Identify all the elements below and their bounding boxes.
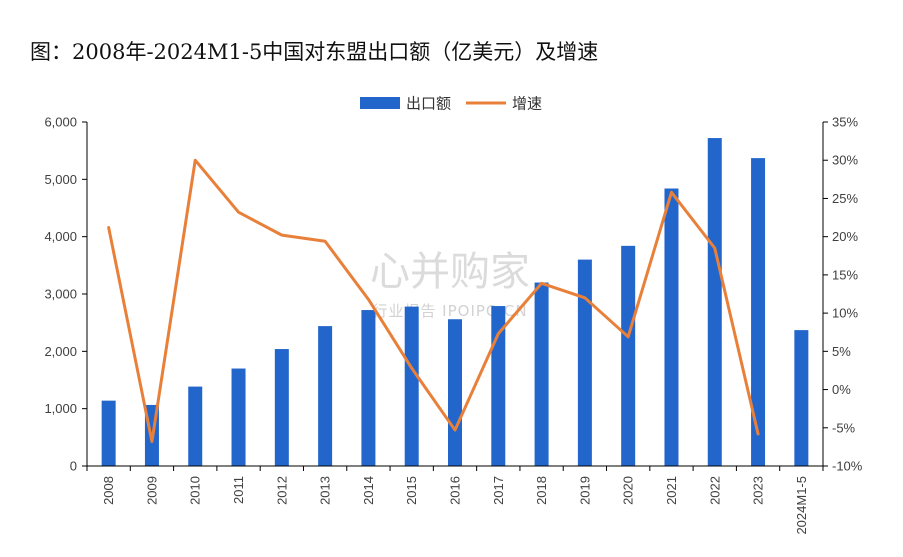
y-right-tick-label: 0% xyxy=(832,382,851,397)
x-tick-label: 2008 xyxy=(101,476,116,505)
x-tick-label: 2020 xyxy=(621,476,636,505)
watermark-main: 心并购家 xyxy=(370,249,530,295)
y-right-tick-label: 10% xyxy=(832,306,858,321)
bar-2018 xyxy=(534,282,549,466)
y-right-tick-label: -5% xyxy=(832,420,856,435)
x-tick-label: 2010 xyxy=(188,476,203,505)
y-right-tick-label: 20% xyxy=(832,229,858,244)
line-series xyxy=(107,158,760,444)
x-tick-label: 2013 xyxy=(318,476,333,505)
bar-2021 xyxy=(664,188,679,467)
bar-2019 xyxy=(577,259,592,466)
x-tick-label: 2023 xyxy=(751,476,766,505)
x-tick-label: 2024M1-5 xyxy=(794,476,809,535)
x-tick-label: 2022 xyxy=(707,476,722,505)
bar-2016 xyxy=(448,319,462,466)
x-tick-label: 2019 xyxy=(577,476,592,505)
bar-2017 xyxy=(491,306,506,466)
bar-2008 xyxy=(101,400,116,466)
y-left-tick-label: 6,000 xyxy=(44,115,77,130)
chart-title: 图：2008年-2024M1-5中国对东盟出口额（亿美元）及增速 xyxy=(30,40,599,64)
bar-2012 xyxy=(274,349,289,466)
x-tick-label: 2017 xyxy=(491,476,506,505)
axes: 0 1,000 2,000 3,000 4,000 5,000 6,000 -10% -5% 0%… xyxy=(44,115,862,535)
y-right-tick-label: -10% xyxy=(832,459,863,474)
legend-bar-swatch xyxy=(360,97,400,109)
x-tick-label: 2016 xyxy=(448,476,463,505)
bar-2011 xyxy=(231,368,246,466)
x-tick-label: 2018 xyxy=(534,476,549,505)
bar-2010 xyxy=(188,386,203,466)
x-tick-label: 2015 xyxy=(404,476,419,505)
y-left-tick-label: 1,000 xyxy=(44,401,77,416)
x-tick-label: 2021 xyxy=(664,476,679,505)
y-right-tick-label: 35% xyxy=(832,115,858,130)
x-tick-label: 2009 xyxy=(144,476,159,505)
legend-bar-label: 出口额 xyxy=(406,95,451,113)
y-right-tick-label: 30% xyxy=(832,153,858,168)
y-left-tick-label: 0 xyxy=(70,459,77,474)
x-tick-label: 2012 xyxy=(274,476,289,505)
x-tick-label: 2011 xyxy=(231,476,246,504)
y-right-tick-label: 5% xyxy=(832,344,851,359)
bar-2013 xyxy=(318,326,333,466)
bar-2022 xyxy=(707,138,722,466)
y-left-tick-label: 2,000 xyxy=(44,344,77,359)
y-right-tick-label: 15% xyxy=(832,267,858,282)
watermark: 心并购家 行业报告 IPOIPO.CN xyxy=(370,249,530,320)
legend-line-label: 增速 xyxy=(512,95,542,113)
bar-series xyxy=(101,138,809,467)
y-left-tick-label: 3,000 xyxy=(44,287,77,302)
y-left-tick-label: 5,000 xyxy=(44,172,77,187)
bar-2020 xyxy=(621,245,636,466)
bar-2024M1-5 xyxy=(794,330,809,466)
bar-2014 xyxy=(361,310,376,466)
x-tick-label: 2014 xyxy=(361,476,376,505)
bar-2023 xyxy=(751,158,766,466)
bar-2015 xyxy=(404,306,419,466)
growth-line xyxy=(107,158,760,444)
y-right-tick-label: 25% xyxy=(832,191,858,206)
legend: 出口额 增速 xyxy=(360,95,542,113)
y-left-tick-label: 4,000 xyxy=(44,229,77,244)
